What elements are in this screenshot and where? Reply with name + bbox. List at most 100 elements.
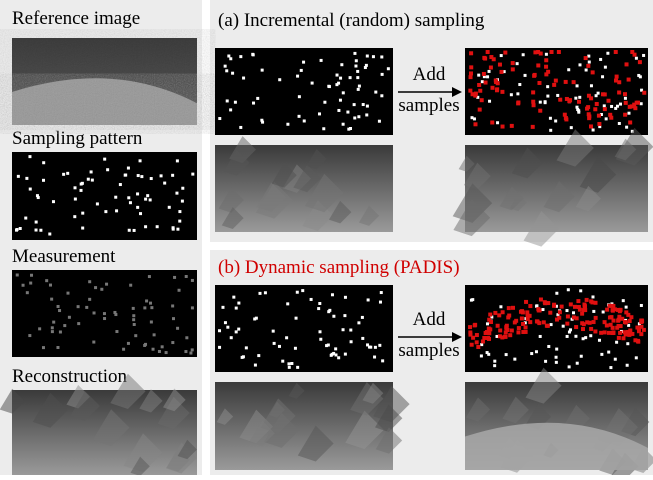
sample-dot bbox=[521, 53, 525, 57]
added-sample bbox=[493, 310, 498, 315]
added-sample bbox=[623, 100, 628, 105]
sample-dot bbox=[618, 102, 622, 106]
added-sample bbox=[587, 320, 592, 325]
sample-dot bbox=[640, 88, 644, 92]
added-sample bbox=[534, 319, 539, 324]
added-sample bbox=[531, 99, 536, 104]
sample-dot bbox=[233, 100, 237, 104]
patch bbox=[375, 427, 403, 454]
sample-dot bbox=[106, 168, 110, 172]
added-sample bbox=[639, 332, 644, 337]
patch bbox=[255, 181, 293, 219]
added-sample bbox=[468, 332, 473, 337]
added-sample bbox=[602, 107, 607, 112]
sample-dot bbox=[617, 121, 621, 125]
added-sample bbox=[608, 322, 613, 327]
added-sample bbox=[622, 320, 627, 325]
added-sample bbox=[510, 61, 515, 66]
sample-dot bbox=[25, 291, 29, 295]
added-sample bbox=[482, 335, 487, 340]
sample-dot bbox=[90, 178, 94, 182]
sample-dot bbox=[535, 304, 539, 308]
sample-dot bbox=[569, 126, 573, 130]
sample-dot bbox=[587, 54, 591, 58]
patch bbox=[157, 396, 190, 430]
sampling-pattern bbox=[465, 48, 648, 135]
added-sample bbox=[486, 336, 491, 341]
sample-dot bbox=[136, 174, 140, 178]
sample-dot bbox=[181, 186, 185, 190]
sample-dot bbox=[485, 322, 489, 326]
sample-dot bbox=[85, 305, 89, 309]
sample-dot bbox=[469, 298, 473, 302]
sample-dot bbox=[518, 83, 522, 87]
sample-dot bbox=[39, 228, 43, 232]
sample-dot bbox=[361, 103, 365, 107]
added-sample bbox=[636, 329, 641, 334]
sample-dot bbox=[42, 178, 46, 182]
reconstruction bbox=[452, 127, 653, 247]
sample-dot bbox=[476, 95, 480, 99]
added-sample bbox=[593, 329, 598, 334]
sample-dot bbox=[607, 350, 611, 354]
added-sample bbox=[588, 124, 593, 129]
added-sample bbox=[639, 320, 644, 325]
patch bbox=[374, 404, 403, 432]
sample-dot bbox=[234, 330, 238, 334]
added-sample bbox=[636, 100, 641, 105]
sample-dot bbox=[343, 314, 347, 318]
sample-dot bbox=[36, 196, 40, 200]
sample-dot bbox=[50, 297, 54, 301]
added-sample bbox=[538, 297, 543, 302]
sample-dot bbox=[555, 291, 559, 295]
added-sample bbox=[618, 324, 623, 329]
sample-dot bbox=[332, 351, 336, 355]
sample-dot bbox=[175, 191, 179, 195]
sample-dot bbox=[128, 201, 132, 205]
sampling-pattern bbox=[12, 152, 197, 240]
added-sample bbox=[469, 71, 474, 76]
sample-dot bbox=[515, 62, 519, 66]
sample-dot bbox=[242, 76, 246, 80]
sample-dot bbox=[81, 211, 85, 215]
reconstruction bbox=[465, 367, 653, 480]
sample-dot bbox=[621, 299, 625, 303]
added-sample bbox=[528, 304, 533, 309]
sample-dot bbox=[591, 128, 595, 132]
sample-dot bbox=[218, 345, 222, 349]
sample-dot bbox=[575, 84, 579, 88]
sample-dot bbox=[373, 345, 377, 349]
sample-dot bbox=[15, 273, 19, 277]
sample-dot bbox=[604, 117, 608, 121]
label: Reconstruction bbox=[12, 366, 128, 387]
sample-dot bbox=[480, 343, 484, 347]
sample-dot bbox=[575, 105, 579, 109]
sample-dot bbox=[73, 186, 77, 190]
sample-dot bbox=[625, 363, 629, 367]
sample-dot bbox=[554, 304, 558, 308]
added-sample bbox=[473, 93, 478, 98]
sample-dot bbox=[599, 112, 603, 116]
sample-dot bbox=[234, 306, 238, 310]
patch bbox=[162, 388, 186, 412]
added-sample bbox=[490, 120, 495, 125]
added-sample bbox=[576, 305, 581, 310]
sample-dot bbox=[34, 228, 38, 232]
sample-dot bbox=[86, 177, 90, 181]
added-sample bbox=[497, 313, 502, 318]
sample-dot bbox=[366, 343, 370, 347]
sample-dot bbox=[354, 59, 358, 63]
sample-dot bbox=[302, 119, 306, 123]
sample-dot bbox=[642, 53, 646, 57]
sample-dot bbox=[319, 337, 323, 341]
sample-dot bbox=[76, 305, 80, 309]
sample-dot bbox=[349, 340, 353, 344]
sample-dot bbox=[190, 306, 194, 310]
added-sample bbox=[482, 55, 487, 60]
sample-dot bbox=[627, 111, 631, 115]
sample-dot bbox=[237, 301, 241, 305]
sample-dot bbox=[184, 274, 188, 278]
sample-dot bbox=[132, 314, 136, 318]
sample-dot bbox=[104, 210, 108, 214]
sample-dot bbox=[225, 69, 229, 73]
